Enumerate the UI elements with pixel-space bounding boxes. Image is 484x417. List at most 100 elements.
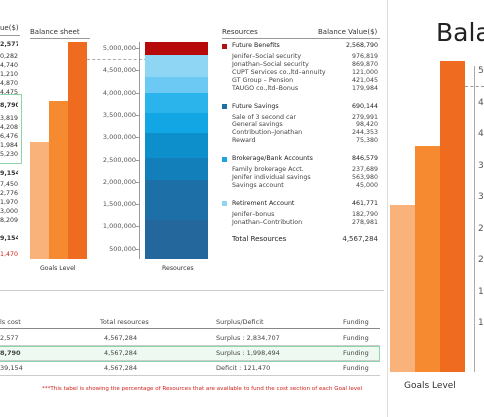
resource-item-value: 563,980 [351, 174, 378, 181]
y-tick-mark [135, 92, 139, 94]
y-tick-label: 1,000,000 [102, 222, 136, 231]
left-strip-value: 3,819 [0, 115, 18, 122]
resources-stacked-bar[interactable] [145, 42, 208, 259]
resource-item-label: CUPT Services co.,ltd–annuity [232, 68, 326, 76]
left-strip-value: 3,000 [0, 208, 18, 215]
left-strip-value: 8,790 [0, 102, 18, 109]
y-tick-label: 500,000 [109, 244, 136, 253]
resource-group-name: Retirement Account [232, 199, 295, 207]
resource-item-label: Jenifer individual savings [232, 174, 311, 181]
y-tick-label: 2,500,000 [102, 155, 136, 164]
seg-future-benefits-sky [145, 77, 208, 93]
y-tick-mark [135, 70, 139, 72]
table-cell-cost: 2,577 [0, 334, 19, 342]
balance-y-axis: 5,000,000 4,500,000 4,000,000 3,500,000 3,00… [70, 0, 144, 270]
resource-item-label: Jenifer–Social security [232, 53, 302, 60]
left-strip-value: 4,208 [0, 124, 18, 131]
right-tick-label: 1 [478, 286, 484, 297]
y-tick-mark [135, 248, 139, 250]
resource-item-value: 244,353 [351, 129, 378, 137]
y-tick-label: 5,000,000 [102, 44, 136, 52]
goal-bar-1[interactable] [30, 142, 49, 259]
left-strip-value: 0,282 [0, 53, 18, 60]
goal-bar-2[interactable] [49, 101, 68, 259]
right-goal-bar-1[interactable] [390, 205, 415, 372]
table-header-funding: Funding [343, 318, 369, 326]
resource-item-value: 121,000 [351, 68, 378, 76]
balance-y-axis-line [139, 42, 140, 259]
table-cell-resources: 4,567,284 [104, 334, 138, 342]
y-tick-mark [135, 159, 139, 161]
resource-item-value: 278,981 [351, 218, 378, 226]
seg-future-benefits-light [145, 55, 208, 77]
y-tick-mark [135, 181, 139, 183]
balance-sheet-title: Balance sheet [30, 28, 80, 36]
left-strip-highlight [0, 94, 22, 164]
seg-brokerage-b [145, 158, 208, 180]
table-cell-surplus: Surplus : 1,998,494 [216, 349, 280, 357]
left-strip-value: 2,577 [0, 41, 18, 48]
resource-item-value: 45,000 [355, 181, 378, 189]
left-strip-value: 8,209 [0, 217, 18, 224]
resource-group-total: 2,568,790 [345, 42, 378, 49]
left-strip-value: 7,450 [0, 181, 18, 188]
table-row-highlight [0, 346, 380, 362]
resource-item-value: 179,984 [351, 84, 378, 92]
right-tick-label: 1 [478, 318, 484, 328]
table-row-rule [0, 345, 380, 346]
resource-group-name: Brokerage/Bank Accounts [232, 155, 313, 163]
y-tick-label: 1,500,000 [102, 200, 136, 209]
balance-sheet-title-rule [30, 38, 90, 39]
resource-group-total: 461,771 [351, 199, 378, 207]
left-strip-value: 6,476 [0, 133, 18, 140]
left-strip-header-rule [0, 35, 20, 36]
left-strip-value: 4,475 [0, 89, 18, 96]
resources-panel-value-header: Balance Value($) [318, 28, 378, 36]
seg-future-savings-b [145, 113, 208, 133]
right-tick-label: 3 [478, 160, 484, 171]
table-cell-funding[interactable]: Funding [343, 349, 369, 357]
y-tick-mark [135, 226, 139, 228]
resource-item-value: 98,420 [355, 121, 378, 129]
y-tick-label: 4,500,000 [102, 66, 136, 75]
resource-item-value: 75,380 [355, 137, 378, 145]
resource-item-label: GT Group – Pension [232, 76, 294, 84]
resource-item-value: 976,819 [351, 53, 378, 60]
left-strip-value: 4,870 [0, 80, 18, 87]
right-tick-label: 4 [478, 129, 484, 139]
left-strip-value: 9,154 [0, 235, 18, 242]
resource-group-name: Future Savings [232, 102, 279, 110]
right-tick-label: 2 [478, 223, 484, 234]
seg-retirement-a [145, 180, 208, 220]
right-goal-bar-3[interactable] [440, 61, 465, 372]
resource-item-value: 279,991 [351, 113, 378, 121]
resources-panel-header-rule [222, 38, 380, 39]
table-cell-cost: 8,790 [0, 349, 21, 357]
seg-future-savings-a [145, 93, 208, 113]
right-panel-divider [387, 0, 388, 417]
left-strip-header: ue($) [0, 24, 19, 32]
resource-item-label: Family brokerage Acct. [232, 166, 304, 174]
table-cell-funding[interactable]: Funding [343, 334, 369, 342]
right-goal-bar-2[interactable] [415, 146, 440, 372]
table-row-rule [0, 375, 380, 376]
resource-item-label: Sale of 3 second car [232, 113, 296, 121]
resource-group-total: 690,144 [351, 102, 378, 110]
table-cell-funding[interactable]: Funding [343, 364, 369, 372]
left-strip-value: 9,154 [0, 170, 18, 177]
resource-item-label: TAUGO co.,ltd–Bonus [232, 84, 299, 92]
goal-bar-3[interactable] [68, 42, 87, 259]
right-tick-label: 4 [478, 97, 484, 108]
right-panel-title: Bala [436, 18, 484, 47]
seg-retirement-b [145, 220, 208, 259]
resources-label: Resources [162, 265, 194, 272]
table-cell-cost: 39,154 [0, 364, 23, 372]
right-panel-axis-line [474, 66, 475, 372]
table-row-rule [0, 360, 380, 361]
left-strip-value: 1,984 [0, 142, 18, 149]
legend-swatch [222, 201, 227, 207]
y-tick-label: 3,000,000 [102, 133, 136, 142]
resource-item-label: Jenifer–bonus [232, 210, 275, 218]
resource-group-total: 846,579 [351, 155, 378, 163]
resource-item-value: 182,790 [351, 210, 378, 218]
